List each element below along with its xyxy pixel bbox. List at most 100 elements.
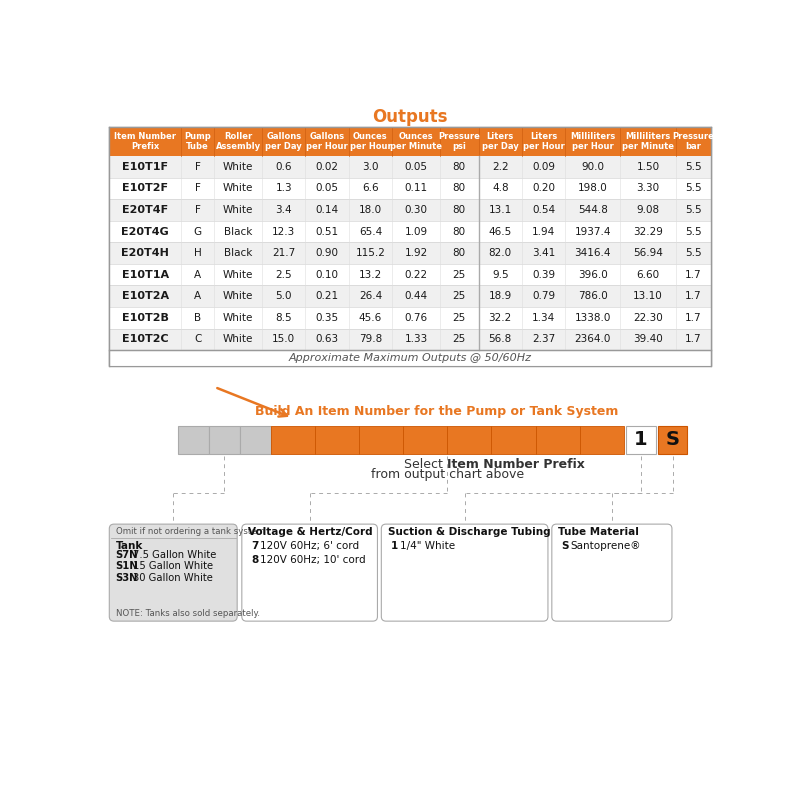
FancyBboxPatch shape (242, 524, 378, 621)
Text: 13.2: 13.2 (358, 270, 382, 280)
Text: 0.35: 0.35 (315, 313, 338, 322)
Bar (110, 286, 710, 307)
Text: 0.54: 0.54 (532, 205, 555, 215)
Text: 5.5: 5.5 (685, 183, 702, 194)
Text: 0.11: 0.11 (405, 183, 427, 194)
Text: 0.21: 0.21 (315, 291, 338, 301)
Text: Approximate Maximum Outputs @ 50/60Hz: Approximate Maximum Outputs @ 50/60Hz (289, 353, 531, 363)
Text: Item Number Prefix: Item Number Prefix (447, 458, 585, 471)
Text: 5.5: 5.5 (685, 248, 702, 258)
Text: 30 Gallon White: 30 Gallon White (133, 573, 213, 583)
Bar (239, 426, 270, 454)
Text: White: White (223, 183, 254, 194)
Text: 8: 8 (251, 554, 258, 565)
Text: 1.7: 1.7 (685, 313, 702, 322)
Text: Select: Select (404, 458, 447, 471)
Text: G: G (194, 226, 202, 237)
Text: 1.3: 1.3 (275, 183, 292, 194)
Text: Outputs: Outputs (372, 108, 448, 126)
Text: Voltage & Hertz/Cord: Voltage & Hertz/Cord (248, 527, 373, 537)
Text: 6.60: 6.60 (637, 270, 660, 280)
Text: Black: Black (224, 226, 253, 237)
Bar (110, 307, 710, 329)
Text: 0.39: 0.39 (532, 270, 555, 280)
Text: Black: Black (224, 248, 253, 258)
Text: 13.1: 13.1 (489, 205, 512, 215)
Text: 90.0: 90.0 (582, 162, 604, 172)
Text: 3.4: 3.4 (275, 205, 292, 215)
Text: 12.3: 12.3 (272, 226, 295, 237)
Text: 3.0: 3.0 (362, 162, 378, 172)
Bar (626, 426, 656, 454)
Text: Milliliters
per Hour: Milliliters per Hour (570, 132, 615, 151)
Text: S7N: S7N (115, 550, 138, 560)
Text: 0.76: 0.76 (405, 313, 427, 322)
Text: 15.0: 15.0 (272, 334, 295, 344)
Text: 65.4: 65.4 (358, 226, 382, 237)
Text: 80: 80 (453, 226, 466, 237)
Text: White: White (223, 291, 254, 301)
Text: 0.90: 0.90 (316, 248, 338, 258)
Text: Santoprene®: Santoprene® (570, 541, 641, 550)
Text: S3N: S3N (115, 573, 138, 583)
Bar (314, 426, 359, 454)
Text: 1.7: 1.7 (685, 270, 702, 280)
Text: 198.0: 198.0 (578, 183, 608, 194)
Text: 0.22: 0.22 (405, 270, 427, 280)
Bar (270, 426, 314, 454)
Bar (535, 426, 580, 454)
Text: 25: 25 (453, 291, 466, 301)
Text: 56.8: 56.8 (489, 334, 512, 344)
Text: White: White (223, 270, 254, 280)
Text: 1.94: 1.94 (532, 226, 555, 237)
Bar (110, 178, 710, 199)
Text: White: White (223, 205, 254, 215)
Text: 120V 60Hz; 10' cord: 120V 60Hz; 10' cord (261, 554, 366, 565)
Text: E10T2B: E10T2B (122, 313, 169, 322)
Text: 5.5: 5.5 (685, 226, 702, 237)
Text: 0.51: 0.51 (315, 226, 338, 237)
Text: Omit if not ordering a tank system: Omit if not ordering a tank system (115, 527, 265, 536)
Text: 1338.0: 1338.0 (574, 313, 611, 322)
Text: 1.09: 1.09 (405, 226, 427, 237)
Text: from output chart above: from output chart above (370, 467, 524, 481)
Text: 80: 80 (453, 205, 466, 215)
Text: Pressure
psi: Pressure psi (438, 132, 480, 151)
Text: 25: 25 (453, 313, 466, 322)
Text: 32.2: 32.2 (489, 313, 512, 322)
Text: 2364.0: 2364.0 (574, 334, 611, 344)
Text: 1.34: 1.34 (532, 313, 555, 322)
FancyBboxPatch shape (552, 524, 672, 621)
Text: Liters
per Day: Liters per Day (482, 132, 518, 151)
Text: 0.14: 0.14 (315, 205, 338, 215)
Text: E20T4G: E20T4G (122, 226, 169, 237)
Bar (110, 350, 710, 366)
Text: 8.5: 8.5 (275, 313, 292, 322)
Text: A: A (194, 270, 202, 280)
Text: White: White (223, 162, 254, 172)
Text: S1N: S1N (115, 562, 138, 571)
Text: A: A (194, 291, 202, 301)
Text: Roller
Assembly: Roller Assembly (216, 132, 261, 151)
Text: S: S (666, 430, 680, 450)
Text: 1937.4: 1937.4 (574, 226, 611, 237)
Text: 3416.4: 3416.4 (574, 248, 611, 258)
Bar (110, 156, 710, 178)
Text: Gallons
per Hour: Gallons per Hour (306, 132, 348, 151)
Text: Pump
Tube: Pump Tube (184, 132, 211, 151)
FancyBboxPatch shape (382, 524, 548, 621)
Bar (110, 126, 710, 156)
Text: 0.79: 0.79 (532, 291, 555, 301)
Text: 0.09: 0.09 (532, 162, 555, 172)
Text: 26.4: 26.4 (358, 291, 382, 301)
Text: 15 Gallon White: 15 Gallon White (133, 562, 213, 571)
Text: 18.0: 18.0 (359, 205, 382, 215)
Text: 0.44: 0.44 (405, 291, 427, 301)
Text: 0.20: 0.20 (532, 183, 555, 194)
Text: Gallons
per Day: Gallons per Day (266, 132, 302, 151)
Text: F: F (194, 183, 201, 194)
Text: B: B (194, 313, 202, 322)
Text: 1.7: 1.7 (685, 334, 702, 344)
Text: 45.6: 45.6 (358, 313, 382, 322)
Text: 2.2: 2.2 (492, 162, 509, 172)
